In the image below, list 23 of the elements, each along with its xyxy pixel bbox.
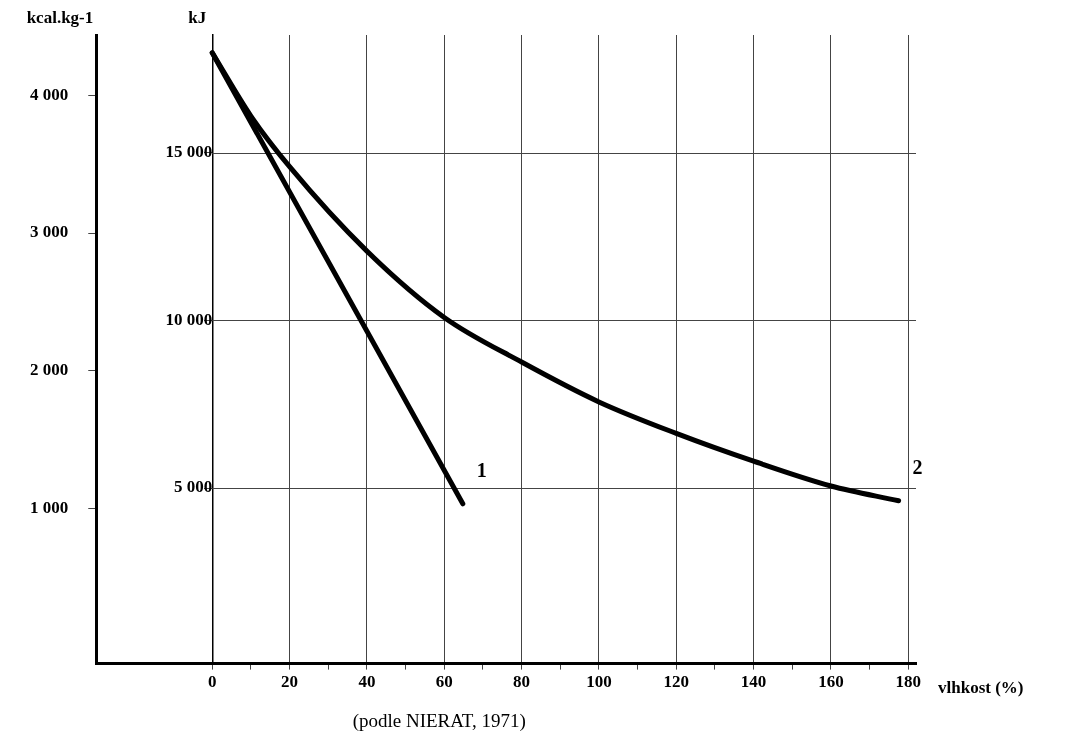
y-axis-title: kJ xyxy=(188,7,207,27)
x-tick-label: 120 xyxy=(663,672,690,692)
x-tick-label: 160 xyxy=(818,672,844,692)
y-tick-label: 5 000 xyxy=(174,477,213,497)
series-label: 1 xyxy=(476,458,487,481)
x-tick-label: 80 xyxy=(513,672,531,692)
text: (podle NIERAT, 1971) xyxy=(352,709,526,732)
y-tick-label: 10 000 xyxy=(165,309,213,329)
y2-tick-label: 1 000 xyxy=(30,497,69,517)
y2-tick-label: 4 000 xyxy=(30,84,69,104)
x-tick-label: 20 xyxy=(281,672,299,692)
x-tick-label: 140 xyxy=(740,672,767,692)
x-tick-label: 40 xyxy=(358,672,376,692)
x-tick-label: 100 xyxy=(586,672,612,692)
x-tick-label: 0 xyxy=(208,672,217,692)
x-tick-label: 180 xyxy=(895,672,922,692)
y2-tick-label: 2 000 xyxy=(30,360,69,380)
x-tick-label: 60 xyxy=(435,672,453,692)
y2-tick-label: 3 000 xyxy=(30,222,69,242)
series-label: 2 xyxy=(912,455,923,478)
x-axis-title: vlhkost (%) xyxy=(938,677,1024,697)
y-tick-label: 15 000 xyxy=(165,142,213,162)
y2-axis-title: kcal.kg-1 xyxy=(26,7,94,27)
